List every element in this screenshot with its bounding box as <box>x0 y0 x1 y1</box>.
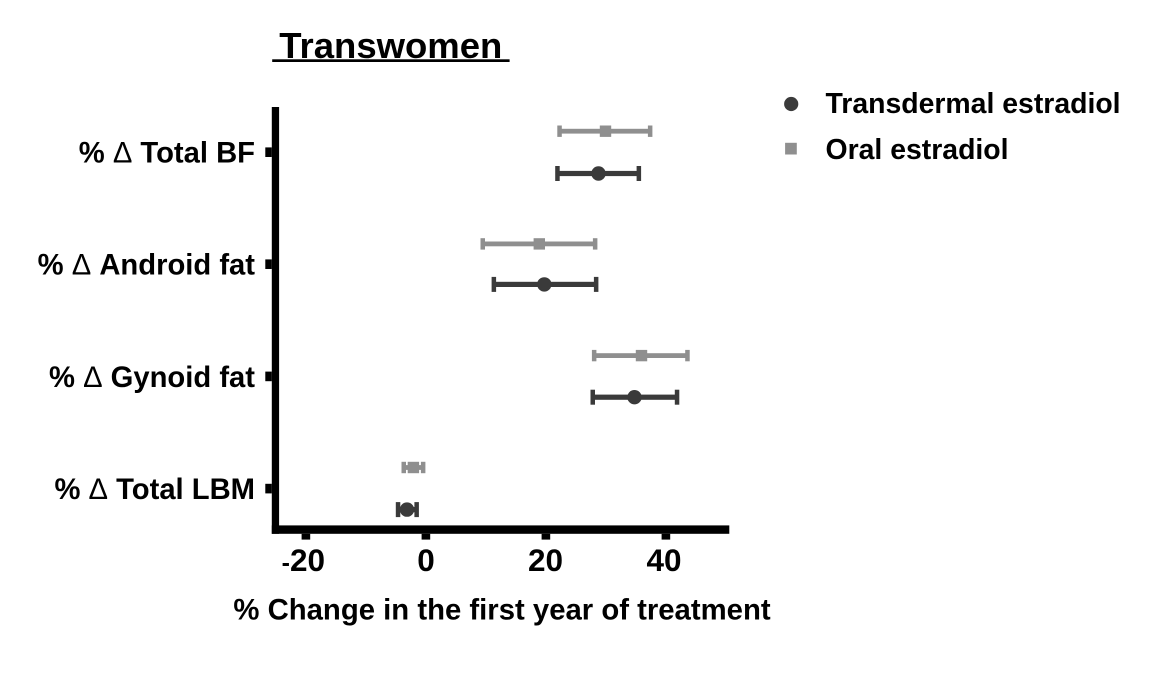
svg-text:% Δ Gynoid fat: % Δ Gynoid fat <box>49 362 255 394</box>
svg-text:20: 20 <box>528 542 563 578</box>
svg-text:% Change in the first year of: % Change in the first year of treatment <box>233 594 770 627</box>
svg-text:% Δ Android fat: % Δ Android fat <box>38 250 256 282</box>
svg-text:40: 40 <box>646 542 681 578</box>
svg-text:% Δ Total LBM: % Δ Total LBM <box>54 474 255 506</box>
svg-text:Oral estradiol: Oral estradiol <box>826 134 1009 166</box>
svg-text:0: 0 <box>417 542 435 578</box>
svg-text:% Δ Total BF: % Δ Total BF <box>79 138 255 170</box>
svg-text:Transdermal estradiol: Transdermal estradiol <box>826 88 1121 120</box>
